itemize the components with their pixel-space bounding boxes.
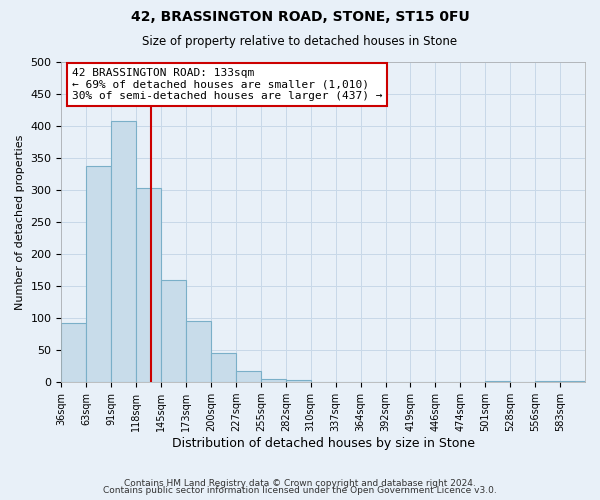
Bar	[261, 379, 286, 382]
Bar	[286, 380, 311, 382]
Bar	[186, 322, 211, 382]
Text: Contains public sector information licensed under the Open Government Licence v3: Contains public sector information licen…	[103, 486, 497, 495]
Bar	[560, 381, 585, 382]
X-axis label: Distribution of detached houses by size in Stone: Distribution of detached houses by size …	[172, 437, 475, 450]
Bar	[136, 188, 161, 382]
Text: Contains HM Land Registry data © Crown copyright and database right 2024.: Contains HM Land Registry data © Crown c…	[124, 478, 476, 488]
Text: 42 BRASSINGTON ROAD: 133sqm
← 69% of detached houses are smaller (1,010)
30% of : 42 BRASSINGTON ROAD: 133sqm ← 69% of det…	[72, 68, 382, 101]
Bar	[161, 280, 186, 382]
Bar	[86, 166, 111, 382]
Bar	[236, 370, 261, 382]
Bar	[485, 381, 510, 382]
Text: 42, BRASSINGTON ROAD, STONE, ST15 0FU: 42, BRASSINGTON ROAD, STONE, ST15 0FU	[131, 10, 469, 24]
Bar	[111, 121, 136, 382]
Bar	[535, 381, 560, 382]
Text: Size of property relative to detached houses in Stone: Size of property relative to detached ho…	[142, 35, 458, 48]
Bar	[211, 354, 236, 382]
Bar	[61, 322, 86, 382]
Y-axis label: Number of detached properties: Number of detached properties	[15, 134, 25, 310]
